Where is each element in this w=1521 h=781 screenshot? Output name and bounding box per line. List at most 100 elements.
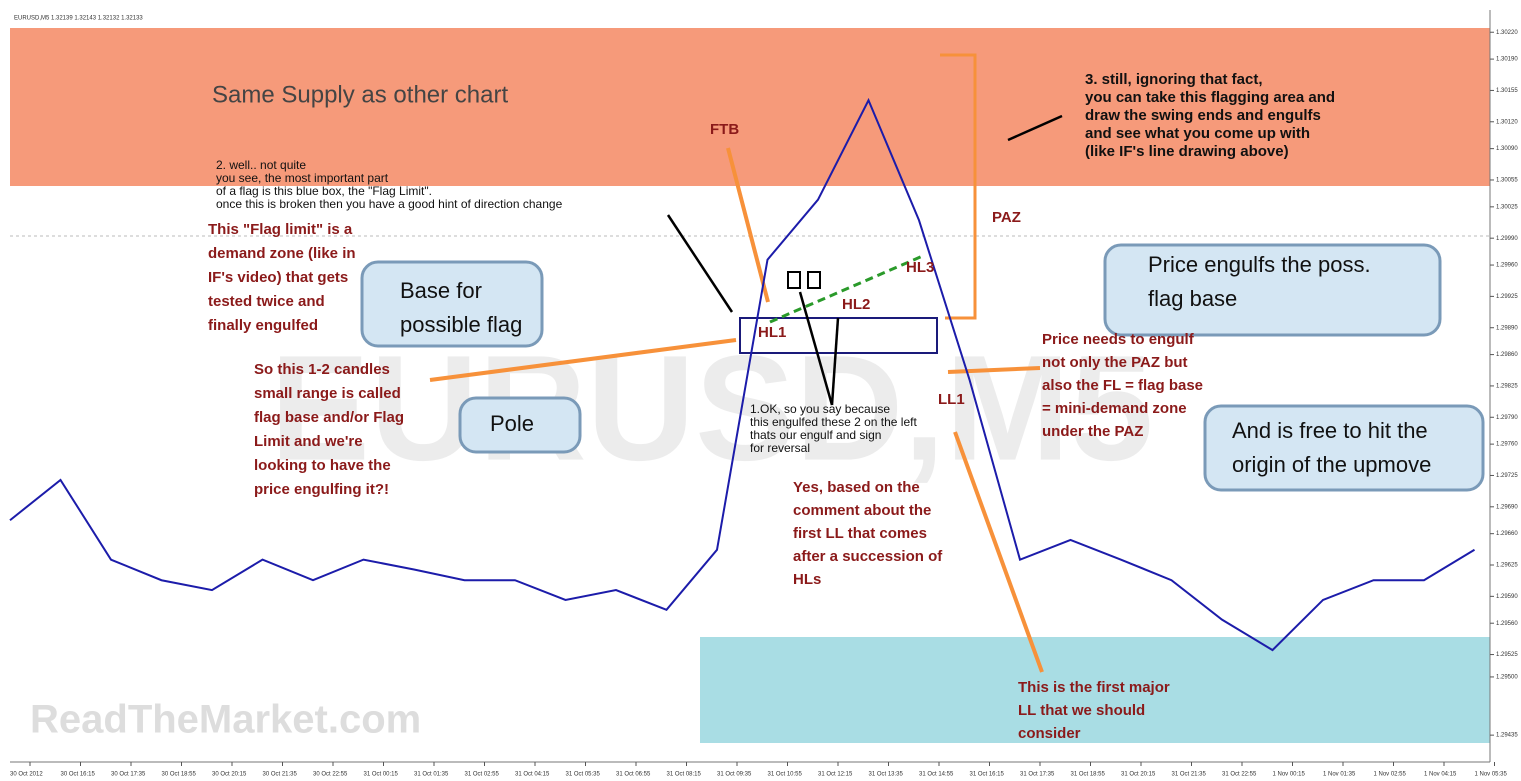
x-tick-label: 31 Oct 06:55 [616,772,651,778]
x-tick-label: 1 Nov 00:15 [1273,772,1306,778]
callout-bubble [458,396,582,454]
x-tick-label: 31 Oct 13:35 [869,772,904,778]
annotation-line: Pole [490,411,534,436]
annotation-line: HL1 [758,324,786,341]
x-tick-label: 30 Oct 2012 [10,772,43,778]
x-tick-label: 30 Oct 22:55 [313,772,348,778]
y-tick-label: 1.29960 [1496,263,1518,269]
y-tick-label: 1.29760 [1496,442,1518,448]
annotation-line: PAZ [992,209,1021,226]
annotation-line: finally engulfed [208,317,318,334]
y-tick-label: 1.30190 [1496,57,1518,63]
y-tick-label: 1.29825 [1496,384,1518,390]
annotation-line: And is free to hit the [1232,418,1428,443]
x-tick-label: 1 Nov 02:55 [1374,772,1407,778]
annotation-line: FTB [710,121,739,138]
demand-zone [700,637,1490,743]
y-tick-label: 1.30220 [1496,30,1518,36]
x-tick-label: 31 Oct 08:15 [667,772,702,778]
annotation-line: also the FL = flag base [1042,377,1203,394]
y-tick-label: 1.29660 [1496,531,1518,537]
y-tick-label: 1.29435 [1496,733,1518,739]
y-tick-label: 1.29925 [1496,294,1518,300]
annotation-line: LL1 [938,391,965,408]
y-tick-label: 1.29560 [1496,621,1518,627]
callout-bubble [360,260,544,348]
annotation-line: origin of the upmove [1232,452,1431,477]
annotation-line: price engulfing it?! [254,481,389,498]
annotation-line: this engulfed these 2 on the left [750,415,917,429]
x-tick-label: 31 Oct 14:55 [919,772,954,778]
annotation-line: 3. still, ignoring that fact, [1085,71,1263,88]
x-tick-label: 31 Oct 17:35 [1020,772,1055,778]
x-tick-label: 31 Oct 09:35 [717,772,752,778]
flag-limit-box [739,317,938,354]
annotation-line: once this is broken then you have a good… [216,197,563,211]
annotation-line: draw the swing ends and engulfs [1085,107,1321,124]
y-tick-label: 1.30120 [1496,119,1518,125]
y-tick-label: 1.30025 [1496,204,1518,210]
annotation-line: first LL that comes [793,525,927,542]
price-line [9,97,1476,652]
annotation-line: looking to have the [254,457,391,474]
annotation-line: Price engulfs the poss. [1148,252,1371,277]
y-tick-label: 1.30090 [1496,146,1518,152]
annotation-line: you can take this flagging area and [1085,89,1335,106]
annotation-line: 2. well.. not quite [216,158,306,172]
annotation-line: flag base [1148,286,1237,311]
candle-box [807,271,821,289]
y-tick-label: 1.30155 [1496,88,1518,94]
candle-box [787,271,801,289]
annotation-line: possible flag [400,312,522,337]
annotation-line: after a succession of [793,548,943,565]
x-tick-label: 31 Oct 10:55 [768,772,803,778]
annotation-line: Price needs to engulf [1042,331,1195,348]
annotation-line: IF's video) that gets [208,269,348,286]
annotation-line: This "Flag limit" is a [208,221,353,238]
annotation-line: and see what you come up with [1085,125,1310,142]
annotation-line: tested twice and [208,293,325,310]
x-tick-label: 31 Oct 02:55 [465,772,500,778]
x-tick-label: 31 Oct 04:15 [515,772,550,778]
trend-line [769,253,926,324]
annotation-line: HL2 [842,296,870,313]
annotation-line: demand zone (like in [208,245,356,262]
annotation-line: of a flag is this blue box, the "Flag Li… [216,184,432,198]
x-tick-label: 31 Oct 20:15 [1121,772,1156,778]
y-tick-label: 1.29860 [1496,352,1518,358]
x-tick-label: 31 Oct 01:35 [414,772,449,778]
annotation-line: Yes, based on the [793,479,920,496]
x-tick-label: 30 Oct 17:35 [111,772,146,778]
annotation-line: So this 1-2 candles [254,361,390,378]
annotation-line: you see, the most important part [216,171,389,185]
annotation-line: Same Supply as other chart [212,81,508,108]
annotation-line: comment about the [793,502,931,519]
x-tick-label: 30 Oct 18:55 [162,772,197,778]
black-arrows [666,114,1063,406]
x-tick-label: 1 Nov 05:35 [1475,772,1508,778]
x-tick-label: 31 Oct 18:55 [1071,772,1106,778]
y-tick-label: 1.29725 [1496,473,1518,479]
symbol-header: EURUSD,M5 1.32139 1.32143 1.32132 1.3213… [14,16,143,22]
annotation-line: 1.OK, so you say because [750,402,890,416]
x-tick-label: 30 Oct 21:35 [263,772,298,778]
x-tick-label: 31 Oct 22:55 [1222,772,1257,778]
x-tick-label: 1 Nov 04:15 [1424,772,1457,778]
annotation-line: for reversal [750,441,810,455]
y-tick-label: 1.29990 [1496,236,1518,242]
callout-bubble [1203,404,1485,492]
y-tick-label: 1.29625 [1496,563,1518,569]
annotation-line: not only the PAZ but [1042,354,1188,371]
y-tick-label: 1.29500 [1496,675,1518,681]
annotation-line: = mini-demand zone [1042,400,1187,417]
y-tick-label: 1.29690 [1496,504,1518,510]
annotation-line: HL3 [906,259,934,276]
annotation-line: thats our engulf and sign [750,428,881,442]
annotation-line: This is the first major [1018,679,1170,696]
annotation-line: under the PAZ [1042,423,1143,440]
annotation-line: consider [1018,725,1081,742]
supply-zone [10,28,1490,186]
annotation-line: small range is called [254,385,401,402]
site-watermark: ReadTheMarket.com [30,698,421,742]
